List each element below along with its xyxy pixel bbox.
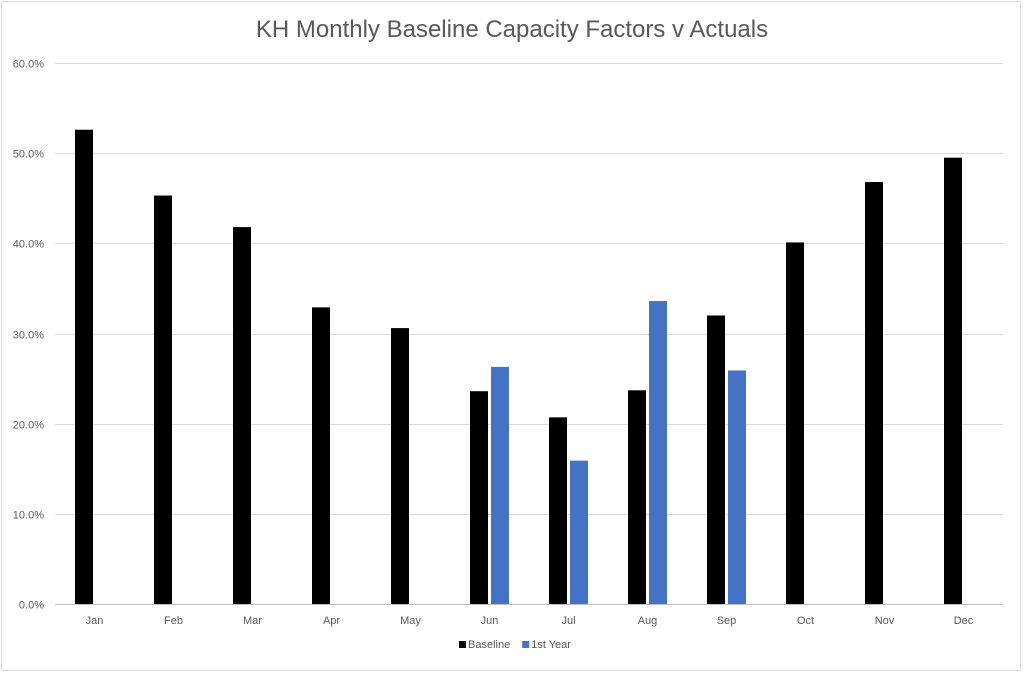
x-tick-label: Apr — [323, 615, 340, 627]
x-tick-label: Jul — [561, 615, 575, 627]
y-tick-label: 30.0% — [13, 330, 44, 342]
x-tick-label: Jun — [481, 615, 499, 627]
x-tick-label: Nov — [875, 615, 895, 627]
bar-baseline-aug — [628, 390, 646, 604]
legend-swatch-baseline — [459, 641, 466, 648]
bar-baseline-sep — [707, 315, 725, 604]
bar-baseline-jan — [75, 129, 93, 604]
y-tick-label: 50.0% — [13, 149, 44, 161]
x-tick-label: Jan — [86, 615, 104, 627]
bar-baseline-may — [391, 328, 409, 604]
x-tick-label: Oct — [797, 615, 814, 627]
bar-baseline-mar — [233, 227, 251, 604]
x-tick-label: May — [400, 615, 421, 627]
bar-1st-year-jul — [570, 460, 588, 604]
legend-label-1st-year: 1st Year — [531, 639, 571, 651]
legend-swatch-1st-year — [522, 641, 530, 648]
bar-baseline-oct — [786, 242, 804, 604]
y-tick-label: 20.0% — [13, 420, 44, 432]
y-tick-label: 0.0% — [19, 600, 44, 612]
x-tick-label: Aug — [638, 615, 658, 627]
y-tick-label: 60.0% — [13, 59, 44, 71]
y-tick-label: 40.0% — [13, 239, 44, 251]
bar-baseline-feb — [154, 195, 172, 605]
x-tick-label: Dec — [954, 615, 974, 627]
x-tick-label: Sep — [717, 615, 737, 627]
bar-1st-year-sep — [728, 370, 746, 604]
bar-baseline-apr — [312, 307, 330, 604]
bar-1st-year-jun — [491, 366, 509, 604]
x-tick-label: Feb — [164, 615, 183, 627]
bar-1st-year-aug — [649, 301, 667, 604]
x-tick-label: Mar — [243, 615, 262, 627]
bar-baseline-nov — [865, 182, 883, 604]
bar-baseline-dec — [944, 157, 962, 605]
chart-title: KH Monthly Baseline Capacity Factors v A… — [255, 16, 769, 43]
bar-baseline-jun — [470, 391, 488, 604]
bar-baseline-jul — [549, 417, 567, 604]
y-tick-label: 10.0% — [13, 510, 44, 522]
legend-label-baseline: Baseline — [468, 639, 510, 651]
